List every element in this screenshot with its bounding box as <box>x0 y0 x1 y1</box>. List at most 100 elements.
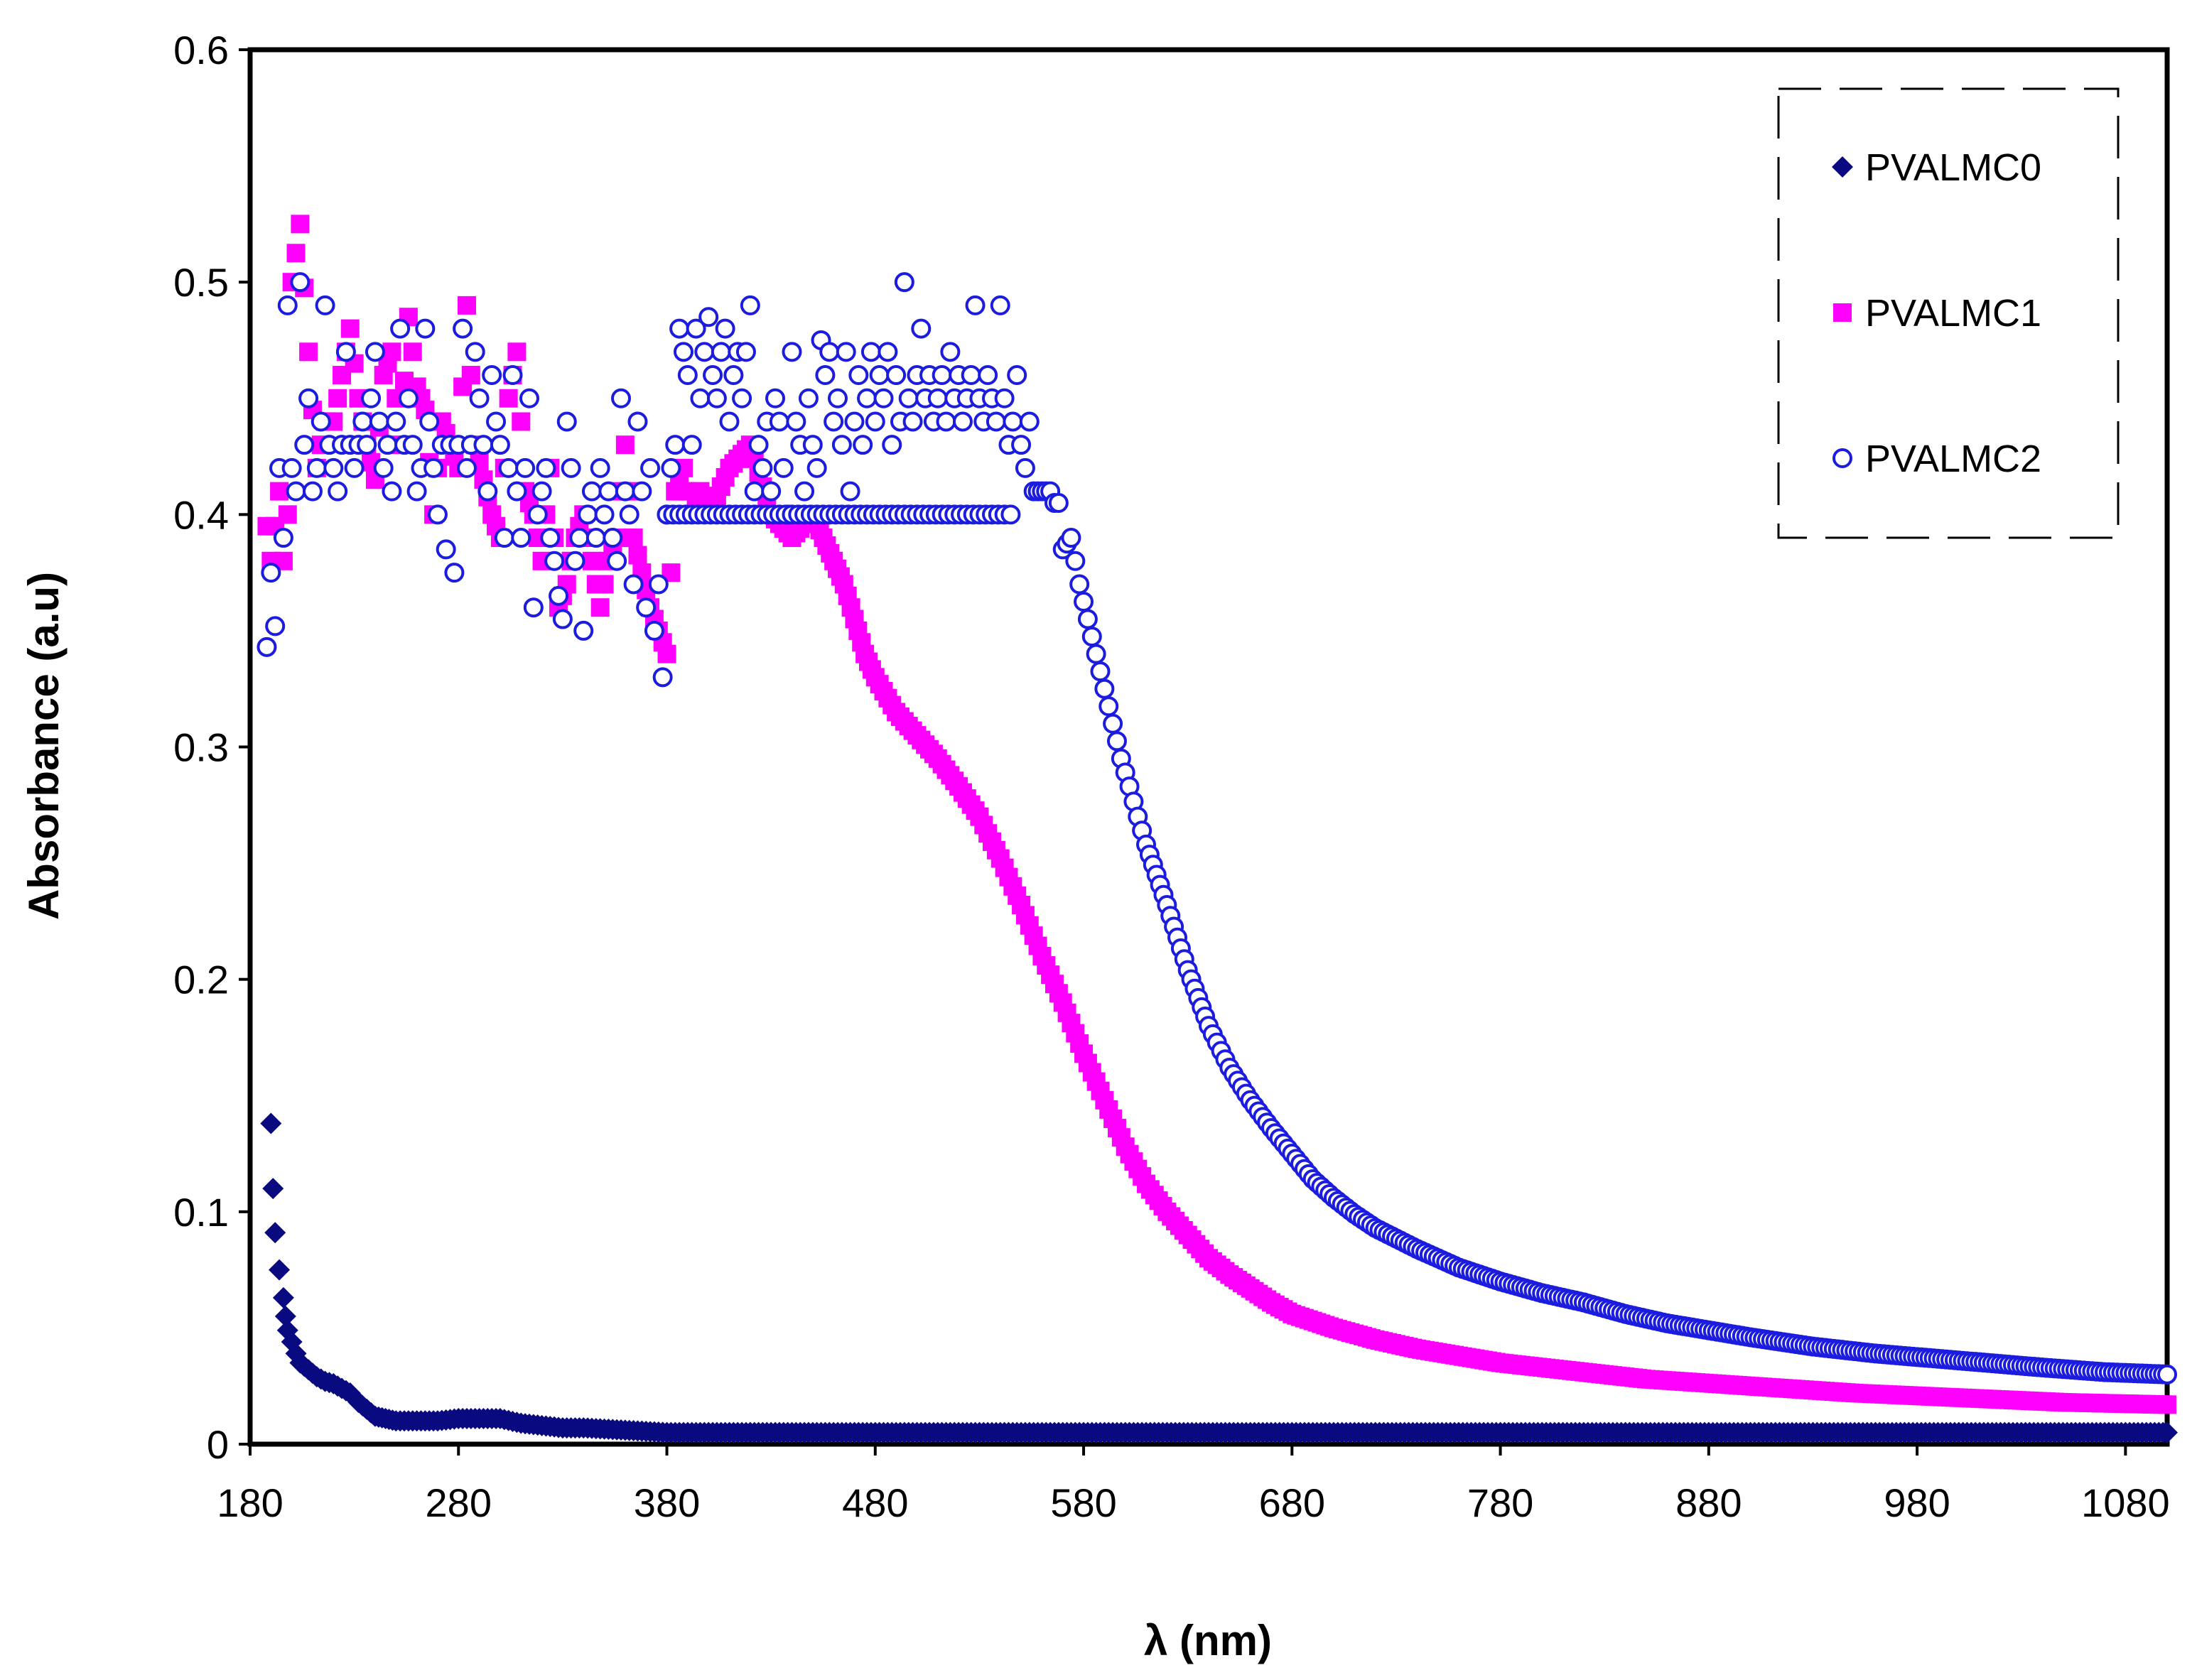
data-point <box>657 644 676 663</box>
data-point <box>732 388 752 408</box>
data-point <box>644 620 664 641</box>
data-point <box>444 563 465 583</box>
data-point <box>281 457 302 478</box>
data-point <box>260 1112 282 1134</box>
data-point <box>402 435 423 455</box>
data-point <box>840 481 860 502</box>
data-point <box>798 388 819 408</box>
data-point <box>1074 592 1094 612</box>
data-point <box>786 411 806 432</box>
legend-label: PVALMC1 <box>1865 292 2041 335</box>
data-point <box>965 295 986 315</box>
data-point <box>549 585 569 606</box>
data-point <box>365 342 385 362</box>
data-point <box>1061 528 1081 548</box>
data-point <box>860 342 881 362</box>
data-point <box>473 435 494 455</box>
data-point <box>261 563 281 583</box>
data-point <box>494 528 514 548</box>
data-point <box>873 388 894 408</box>
y-tick-label: 0.6 <box>173 28 229 72</box>
data-point <box>335 342 356 362</box>
y-axis: 0 0.1 0.2 0.3 0.4 0.5 0.6 <box>173 28 250 1467</box>
data-point <box>527 504 548 525</box>
data-point <box>711 342 731 362</box>
data-point <box>523 597 544 618</box>
x-tick-label: 480 <box>842 1480 908 1525</box>
data-point <box>512 412 531 431</box>
data-point <box>1090 661 1111 682</box>
data-point <box>836 342 856 362</box>
data-point <box>961 365 981 386</box>
data-point <box>1069 574 1090 595</box>
x-tick-label: 1080 <box>2081 1480 2170 1525</box>
series-pvalmc0 <box>260 1112 2178 1443</box>
data-point <box>357 435 377 455</box>
data-point <box>978 365 998 386</box>
data-point <box>627 411 648 432</box>
legend-label: PVALMC2 <box>1865 438 2041 480</box>
data-point <box>898 388 919 408</box>
data-point <box>819 342 840 362</box>
data-point <box>561 457 581 478</box>
data-point <box>1007 365 1027 386</box>
data-point <box>990 295 1010 315</box>
data-point <box>703 365 723 386</box>
data-point <box>590 457 610 478</box>
y-tick-label: 0 <box>207 1422 229 1467</box>
x-tick-label: 580 <box>1050 1480 1116 1525</box>
data-point <box>406 481 427 502</box>
data-point <box>878 342 898 362</box>
data-point <box>869 365 890 386</box>
data-point <box>595 575 614 594</box>
data-point <box>1048 492 1069 513</box>
data-point <box>556 411 577 432</box>
data-point <box>665 435 686 455</box>
data-point <box>694 342 715 362</box>
data-point <box>531 481 552 502</box>
data-point <box>286 481 306 502</box>
data-point <box>490 435 510 455</box>
data-point <box>461 366 480 385</box>
data-point <box>686 318 706 339</box>
data-point <box>794 481 815 502</box>
data-point <box>652 667 673 688</box>
data-point <box>311 411 331 432</box>
data-point <box>573 620 594 641</box>
data-point <box>398 388 419 408</box>
legend-label: PVALMC0 <box>1865 146 2041 189</box>
data-point <box>940 342 961 362</box>
data-point <box>1094 678 1115 699</box>
data-point <box>752 457 773 478</box>
data-point <box>578 504 598 525</box>
data-point <box>265 616 286 636</box>
data-point <box>681 435 702 455</box>
data-point <box>698 307 719 327</box>
data-point <box>302 481 323 502</box>
data-point <box>456 457 477 478</box>
data-marks <box>257 215 2178 1443</box>
data-point <box>519 388 539 408</box>
data-point <box>536 457 556 478</box>
data-point <box>932 365 952 386</box>
data-point <box>669 318 690 339</box>
data-point <box>690 388 711 408</box>
data-point <box>615 481 635 502</box>
data-point <box>894 272 914 293</box>
data-point <box>802 435 823 455</box>
data-point <box>482 365 502 386</box>
data-point <box>748 435 769 455</box>
data-point <box>273 528 293 548</box>
data-point <box>540 528 561 548</box>
data-point <box>648 574 669 595</box>
data-point <box>623 574 644 595</box>
y-tick-label: 0.5 <box>173 260 229 305</box>
data-point <box>607 551 627 571</box>
data-point <box>507 481 527 502</box>
data-point <box>815 365 836 386</box>
legend-item-pvalmc2: PVALMC2 <box>1832 438 2041 480</box>
data-point <box>328 389 347 408</box>
data-point <box>886 365 907 386</box>
data-point <box>1011 435 1032 455</box>
data-point <box>419 411 440 432</box>
